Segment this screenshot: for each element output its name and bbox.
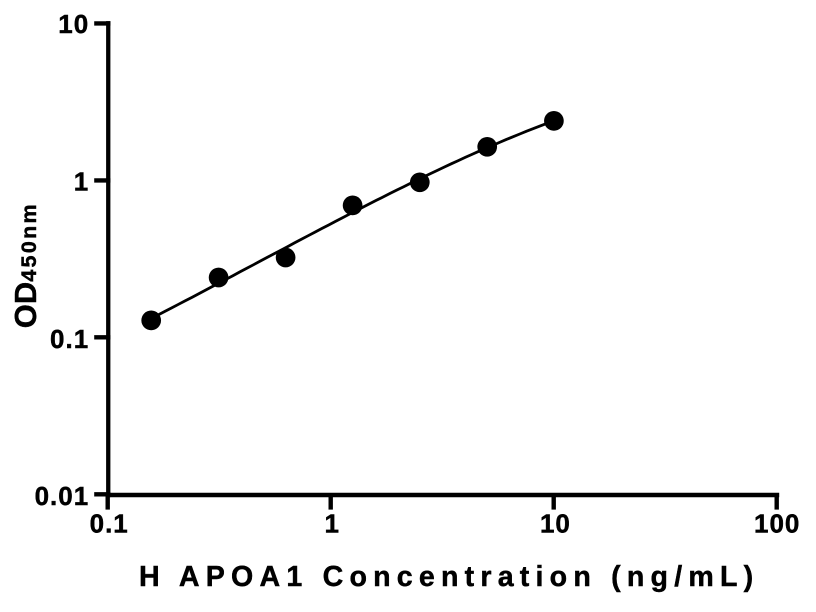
svg-text:1: 1 [74, 167, 89, 197]
svg-text:100: 100 [754, 509, 800, 539]
svg-text:10: 10 [540, 509, 571, 539]
svg-text:0.1: 0.1 [50, 324, 89, 354]
svg-text:1: 1 [324, 509, 339, 539]
svg-text:0.01: 0.01 [35, 481, 90, 511]
svg-text:10: 10 [58, 9, 89, 39]
svg-text:0.1: 0.1 [90, 509, 129, 539]
svg-text:H APOA1 Concentration (ng/mL): H APOA1 Concentration (ng/mL) [139, 561, 759, 593]
